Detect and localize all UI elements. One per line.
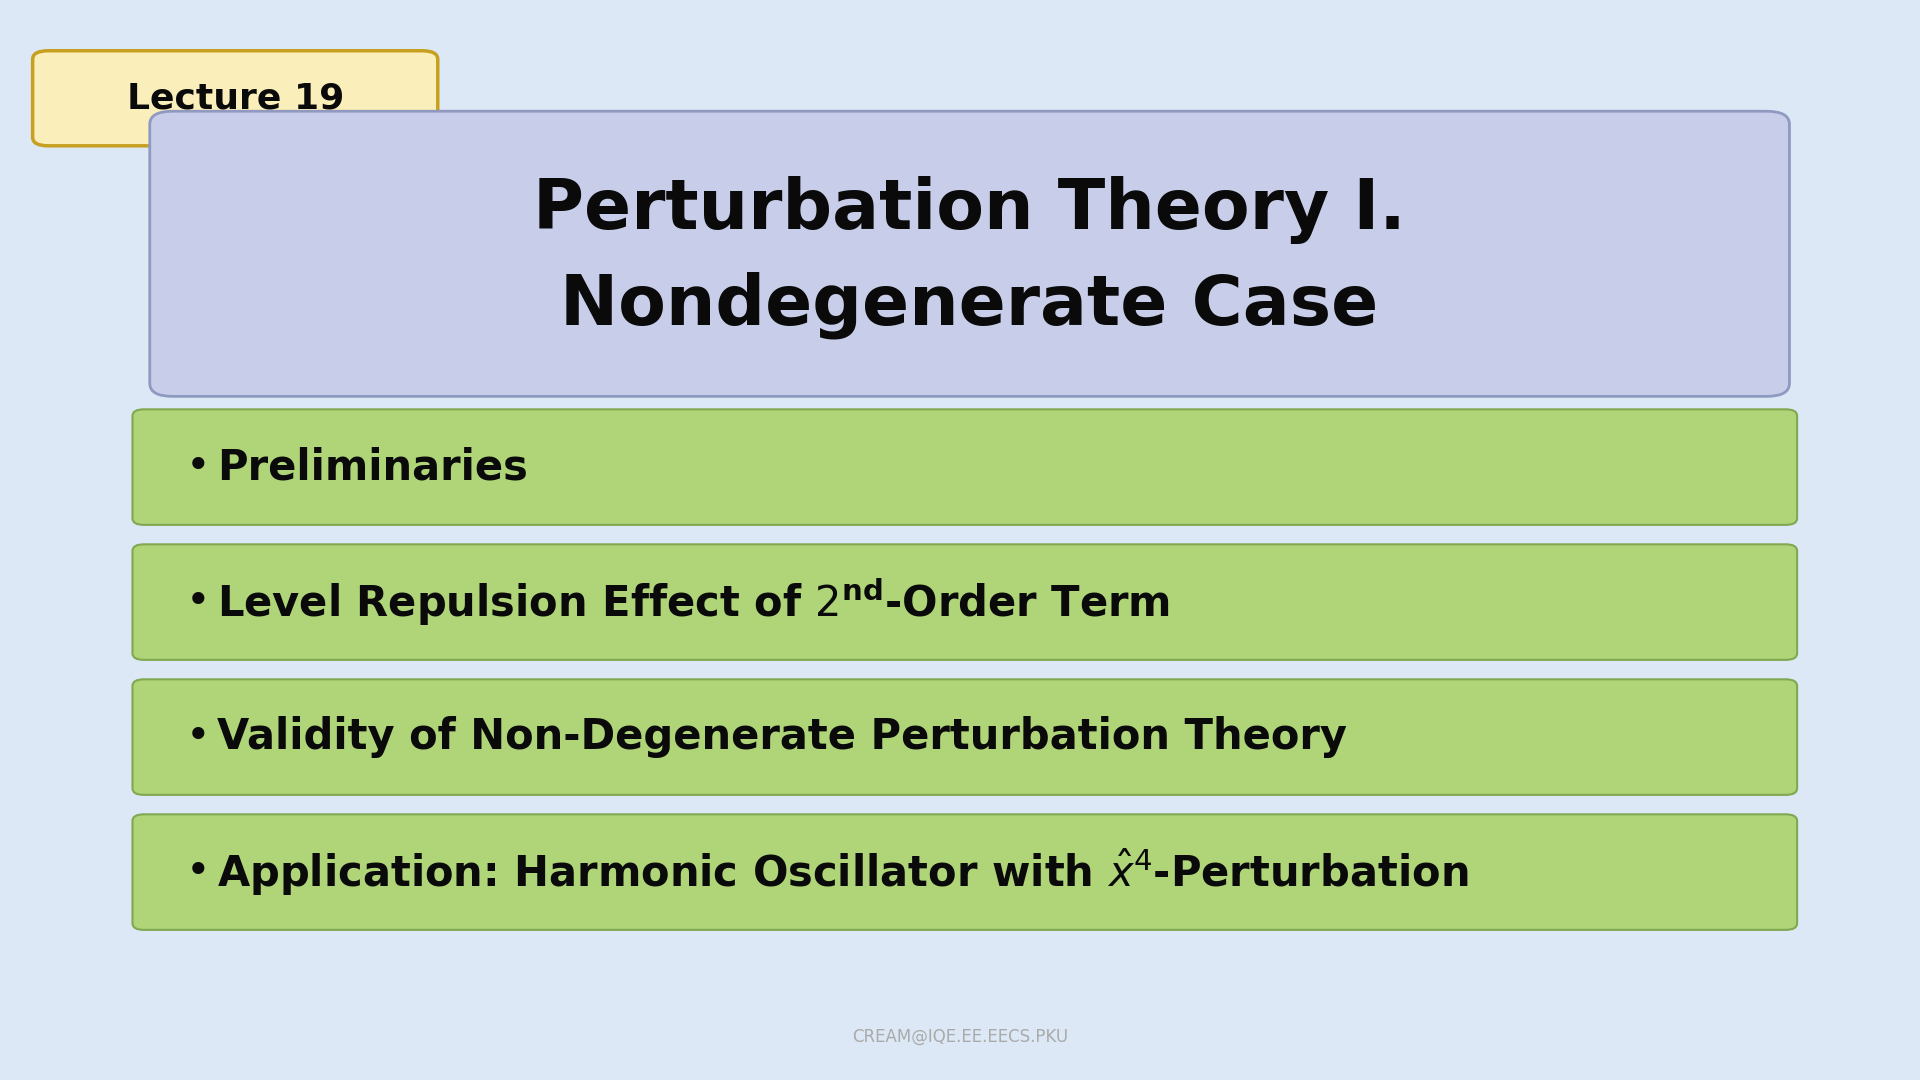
- Text: •: •: [186, 581, 211, 623]
- Text: •: •: [186, 446, 211, 488]
- Text: Lecture 19: Lecture 19: [127, 81, 344, 116]
- Text: Nondegenerate Case: Nondegenerate Case: [561, 272, 1379, 339]
- FancyBboxPatch shape: [132, 679, 1797, 795]
- Text: •: •: [186, 851, 211, 893]
- Text: Validity of Non-Degenerate Perturbation Theory: Validity of Non-Degenerate Perturbation …: [217, 716, 1348, 758]
- Text: CREAM@IQE.EE.EECS.PKU: CREAM@IQE.EE.EECS.PKU: [852, 1028, 1068, 1045]
- Text: Level Repulsion Effect of $2^{\mathbf{nd}}$-Order Term: Level Repulsion Effect of $2^{\mathbf{nd…: [217, 576, 1169, 629]
- FancyBboxPatch shape: [33, 51, 438, 146]
- Text: Perturbation Theory Ⅰ.: Perturbation Theory Ⅰ.: [534, 176, 1405, 244]
- FancyBboxPatch shape: [132, 544, 1797, 660]
- FancyBboxPatch shape: [132, 814, 1797, 930]
- FancyBboxPatch shape: [132, 409, 1797, 525]
- Text: •: •: [186, 716, 211, 758]
- FancyBboxPatch shape: [150, 111, 1789, 396]
- Text: Application: Harmonic Oscillator with $\hat{x}^4$-Perturbation: Application: Harmonic Oscillator with $\…: [217, 847, 1469, 897]
- Text: Preliminaries: Preliminaries: [217, 446, 528, 488]
